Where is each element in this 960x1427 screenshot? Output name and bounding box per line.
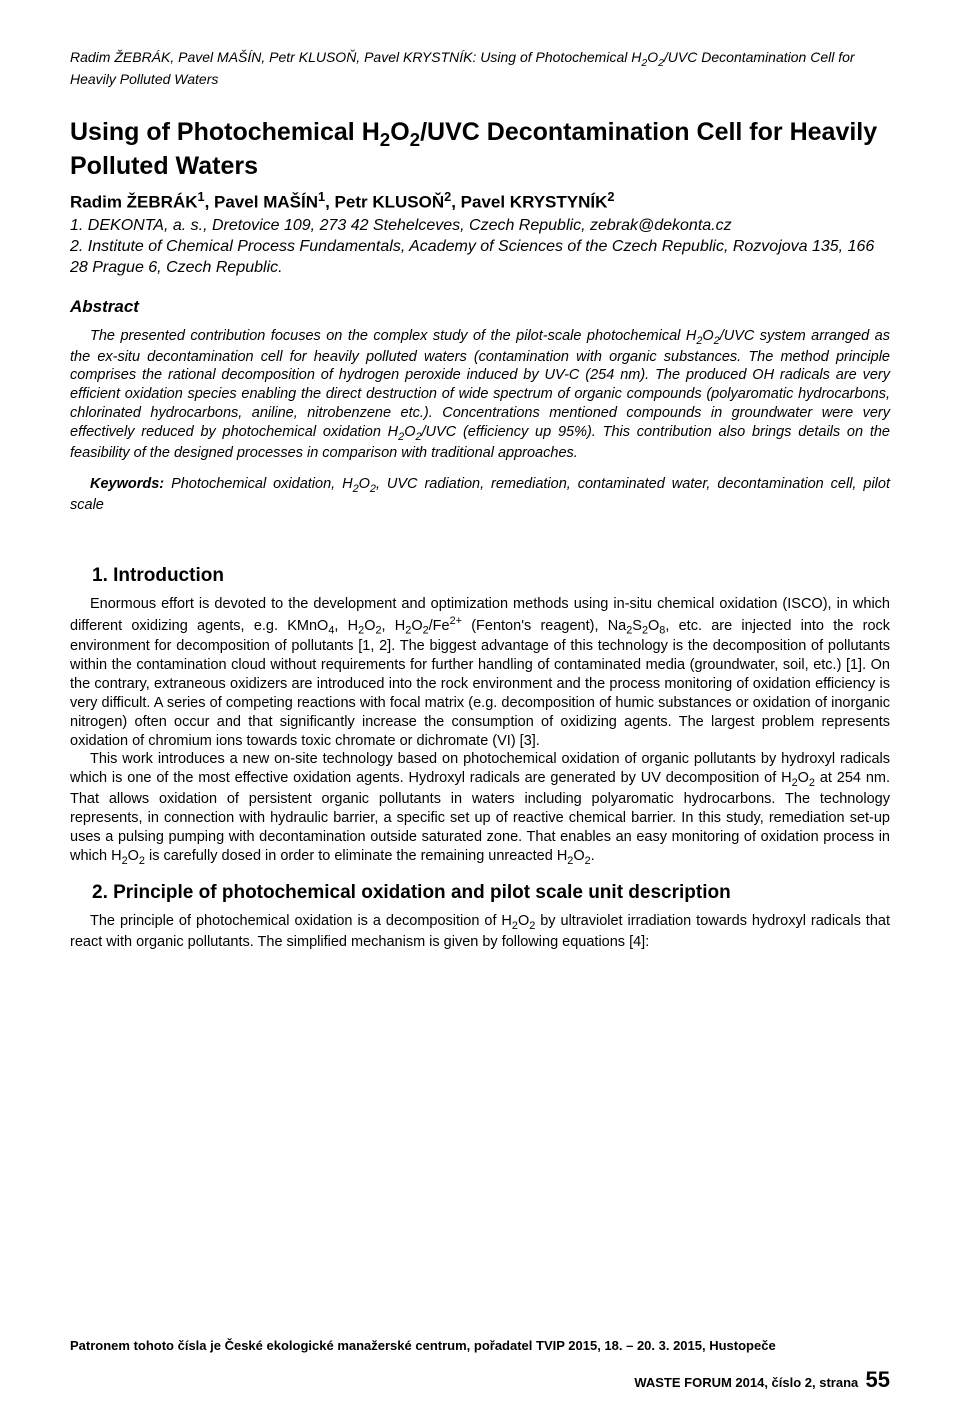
paper-title: Using of Photochemical H2O2/UVC Decontam…	[70, 117, 890, 183]
section-1-heading: 1. Introduction	[70, 565, 890, 587]
footer-page-number: 55	[866, 1367, 890, 1392]
section-2-body: The principle of photochemical oxidation…	[70, 912, 890, 952]
abstract-body: The presented contribution focuses on th…	[70, 327, 890, 463]
keywords-label: Keywords:	[90, 476, 164, 492]
running-header: Radim ŽEBRÁK, Pavel MAŠÍN, Petr KLUSOŇ, …	[70, 48, 890, 89]
keywords: Keywords: Photochemical oxidation, H2O2,…	[70, 475, 890, 515]
page-footer: Patronem tohoto čísla je České ekologick…	[70, 1338, 890, 1393]
authors-line: Radim ŽEBRÁK1, Pavel MAŠÍN1, Petr KLUSOŇ…	[70, 189, 890, 213]
affiliations: 1. DEKONTA, a. s., Dretovice 109, 273 42…	[70, 216, 890, 278]
abstract-heading: Abstract	[70, 297, 890, 317]
footer-sponsor: Patronem tohoto čísla je České ekologick…	[70, 1338, 890, 1353]
section-1-body: Enormous effort is devoted to the develo…	[70, 595, 890, 868]
footer-journal: WASTE FORUM 2014, číslo 2, strana	[634, 1375, 858, 1390]
footer-page-info: WASTE FORUM 2014, číslo 2, strana 55	[70, 1367, 890, 1393]
section-2-heading: 2. Principle of photochemical oxidation …	[70, 882, 890, 904]
